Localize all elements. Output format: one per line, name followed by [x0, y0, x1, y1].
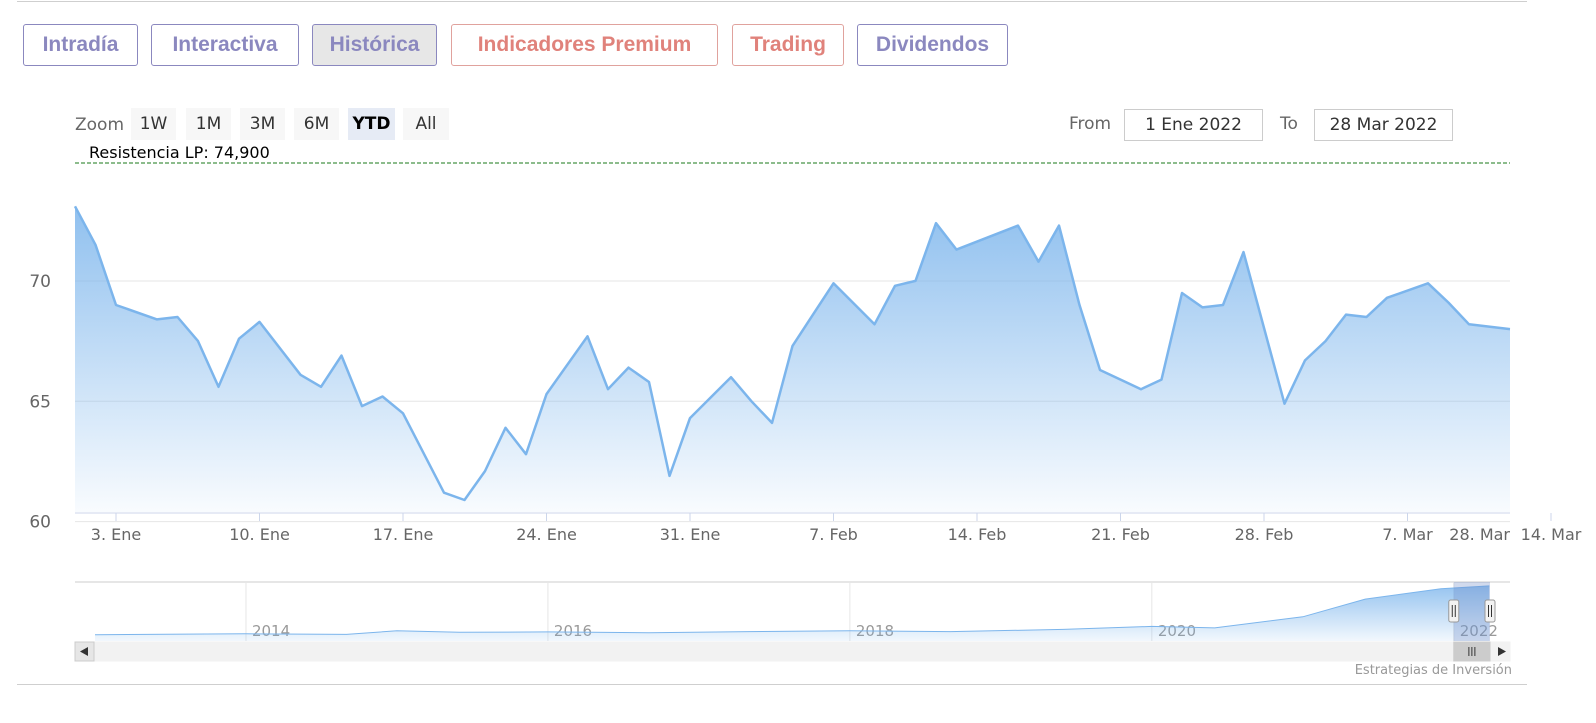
zoom-3m-button[interactable]: 3M: [240, 108, 285, 140]
x-tick-label: 7. Mar: [1382, 525, 1433, 544]
navigator-handle-left[interactable]: [1448, 599, 1460, 623]
price-line: [73, 205, 1511, 502]
resistance-label: Resistencia LP: 74,900: [89, 143, 270, 162]
x-tick-label: 17. Ene: [373, 525, 434, 544]
zoom-label: Zoom: [75, 115, 125, 135]
arrow-right-icon: [1498, 647, 1506, 656]
to-date-input[interactable]: 28 Mar 2022: [1314, 109, 1453, 141]
scrollbar-track[interactable]: [74, 641, 1511, 662]
zoom-1m-button[interactable]: 1M: [186, 108, 231, 140]
x-tick-label: 10. Ene: [229, 525, 290, 544]
x-tick-label: 24. Ene: [516, 525, 577, 544]
bottom-divider: [17, 684, 1527, 685]
y-tick-label: 65: [29, 392, 51, 412]
navigator-area: [95, 585, 1490, 641]
tab-trading[interactable]: Trading: [732, 24, 844, 66]
from-label: From: [1069, 114, 1112, 134]
from-date-input[interactable]: 1 Ene 2022: [1124, 109, 1263, 141]
zoom-all-button[interactable]: All: [403, 108, 449, 140]
y-tick-label: 60: [29, 513, 51, 533]
x-tick-label: 28. Feb: [1235, 525, 1294, 544]
y-tick-label: 70: [29, 272, 51, 292]
x-tick-label: 14. Mar: [1521, 525, 1582, 544]
navigator-handle-right[interactable]: [1484, 599, 1496, 623]
price-area: [75, 206, 1510, 513]
tab-intradía[interactable]: Intradía: [23, 24, 138, 66]
chart-credit: Estrategias de Inversión: [1354, 663, 1512, 678]
navigator-line: [94, 585, 1490, 636]
x-tick-label: 7. Feb: [809, 525, 858, 544]
arrow-left-icon: [80, 647, 88, 656]
tab-interactiva[interactable]: Interactiva: [151, 24, 299, 66]
to-label: To: [1280, 114, 1298, 134]
x-tick-label: 28. Mar: [1449, 525, 1510, 544]
zoom-1w-button[interactable]: 1W: [131, 108, 176, 140]
x-tick-label: 14. Feb: [948, 525, 1007, 544]
tab-histórica[interactable]: Histórica: [312, 24, 437, 66]
navigator-selection: [1453, 582, 1490, 641]
tab-dividendos[interactable]: Dividendos: [857, 24, 1008, 66]
tab-indicadores-premium[interactable]: Indicadores Premium: [451, 24, 718, 66]
x-tick-label: 21. Feb: [1091, 525, 1150, 544]
x-tick-label: 3. Ene: [91, 525, 141, 544]
x-tick-label: 31. Ene: [660, 525, 721, 544]
top-divider: [17, 1, 1527, 2]
zoom-ytd-button[interactable]: YTD: [348, 108, 395, 140]
zoom-6m-button[interactable]: 6M: [294, 108, 339, 140]
